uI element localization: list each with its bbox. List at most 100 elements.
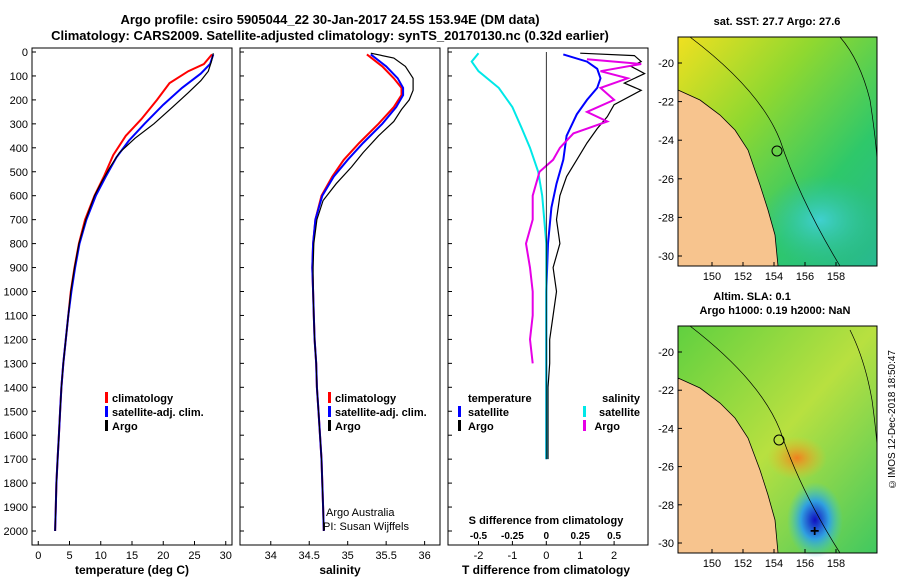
depth-tick-label: 400: [10, 143, 28, 155]
legend-title-salinity: salinity: [602, 393, 641, 405]
x-tick-label: 2: [611, 550, 617, 562]
argo-position-marker: [773, 434, 785, 446]
depth-tick-label: 1300: [4, 358, 28, 370]
series-line-argo: [312, 52, 414, 532]
legend-swatch-argo: [328, 420, 331, 431]
depth-tick-label: 1900: [4, 502, 28, 514]
map-lat-label: -24: [658, 135, 674, 147]
map-lon-label: 150: [703, 271, 721, 283]
s-tick-label: -0.5: [470, 531, 488, 542]
legend-label: satellite: [468, 407, 509, 419]
depth-tick-label: 1700: [4, 454, 28, 466]
depth-tick-label: 600: [10, 191, 28, 203]
s-tick-label: 0: [544, 531, 550, 542]
map-lat-label: -22: [658, 97, 674, 109]
x-tick-label: 0: [543, 550, 549, 562]
sst-contour: [689, 36, 841, 267]
depth-tick-label: 200: [10, 95, 28, 107]
series-line-climatology: [54, 53, 213, 532]
depth-tick-label: 1600: [4, 430, 28, 442]
sla-map-title-line2: Argo h1000: 0.19 h2000: NaN: [699, 305, 850, 317]
map-lat-label: -24: [658, 423, 674, 435]
legend-label: satellite-adj. clim.: [335, 407, 427, 419]
depth-tick-label: 1400: [4, 382, 28, 394]
series-line-s-satellite: [470, 52, 548, 460]
sst-map-frame: [677, 36, 878, 267]
x-tick-label: 35: [342, 550, 354, 562]
depth-tick-label: 2000: [4, 526, 28, 538]
depth-tick-label: 1000: [4, 287, 28, 299]
s-tick-label: 0.5: [607, 531, 621, 542]
map-lon-label: 154: [765, 271, 783, 283]
x-tick-label: -1: [508, 550, 518, 562]
x-tick-label: 25: [188, 550, 200, 562]
x-tick-label: -2: [474, 550, 484, 562]
legend-label: Argo: [335, 421, 361, 433]
x-tick-label: 34: [265, 550, 277, 562]
map-lat-label: -20: [658, 347, 674, 359]
sla-contour: [849, 329, 878, 446]
x-tick-label: 0: [35, 550, 41, 562]
legend-swatch-argo: [105, 420, 108, 431]
argo-position-marker: [771, 145, 783, 157]
x-tick-label: 34.5: [299, 550, 320, 562]
x-axes: 0 5 10 15 20 25 30 34 34.5 35 35.5 36 -2 -1 0 1 2 -0.5 -0.…: [35, 531, 621, 562]
series-line-s-argo: [524, 58, 642, 364]
map-lat-label: -22: [658, 385, 674, 397]
legend-swatch-s-satellite: [583, 406, 586, 417]
map-lon-label: 152: [734, 271, 752, 283]
legend-swatch-satellite: [328, 406, 331, 417]
depth-tick-label: 1500: [4, 406, 28, 418]
map-lat-label: -26: [658, 174, 674, 186]
temperature-legend: climatology satellite-adj. clim. Argo: [105, 392, 204, 433]
sla-map-title-line1: Altim. SLA: 0.1: [713, 291, 791, 303]
sla-warm-eddy: [767, 436, 827, 480]
legend-label: Argo: [594, 421, 620, 433]
profile-series: [54, 52, 646, 532]
x-tick-label: 30: [220, 550, 232, 562]
depth-axis: 0 100 200 300 400 500 600 700 800 900 1000 1100 1200…: [4, 47, 452, 538]
map-lat-label: -28: [658, 500, 674, 512]
depth-tick-label: 500: [10, 167, 28, 179]
map-lon-label: 158: [827, 558, 845, 570]
map-lat-label: -26: [658, 462, 674, 474]
map-axes: -20 -22 -24 -26 -28 -30 150 152 154 156 158 -20 -22 -…: [658, 58, 845, 570]
difference-plot-frame: [447, 47, 649, 546]
title-line1: Argo profile: csiro 5905044_22 30-Jan-20…: [120, 12, 540, 27]
salinity-legend: climatology satellite-adj. clim. Argo: [328, 392, 427, 433]
map-lat-label: -28: [658, 212, 674, 224]
s-tick-label: 0.25: [570, 531, 590, 542]
x-tick-label: 15: [126, 550, 138, 562]
float-cross-marker: +: [810, 523, 819, 540]
temperature-axis-label: temperature (deg C): [75, 563, 189, 577]
depth-tick-label: 900: [10, 263, 28, 275]
legend-label: Argo: [112, 421, 138, 433]
map-lat-label: -30: [658, 538, 674, 550]
salinity-plot-frame: [239, 47, 441, 546]
t-difference-axis-label: T difference from climatology: [462, 563, 630, 577]
depth-tick-label: 1800: [4, 478, 28, 490]
annotation-line1: Argo Australia: [326, 507, 395, 519]
sla-cold-eddy: [787, 482, 843, 558]
depth-tick-label: 800: [10, 239, 28, 251]
legend-swatch-s-argo: [583, 420, 586, 431]
sla-map: +: [677, 325, 878, 558]
sst-contour: [839, 36, 878, 161]
legend-swatch-t-argo: [458, 420, 461, 431]
map-lon-label: 156: [796, 271, 814, 283]
copyright-stamp: ©IMOS 12-Dec-2018 18:50:47: [887, 350, 898, 489]
sst-cool-patch: [760, 175, 880, 265]
map-lon-label: 150: [703, 558, 721, 570]
legend-label: satellite-adj. clim.: [112, 407, 204, 419]
map-lon-label: 156: [796, 558, 814, 570]
title-line2: Climatology: CARS2009. Satellite-adjuste…: [51, 28, 609, 43]
series-line-argo: [54, 53, 214, 532]
legend-swatch-t-satellite: [458, 406, 461, 417]
salinity-axis-label: salinity: [319, 563, 361, 577]
x-tick-label: 20: [157, 550, 169, 562]
temperature-plot-frame: [31, 47, 233, 546]
sla-map-frame: [677, 325, 878, 554]
legend-label: climatology: [335, 393, 397, 405]
legend-swatch-climatology: [328, 392, 331, 403]
